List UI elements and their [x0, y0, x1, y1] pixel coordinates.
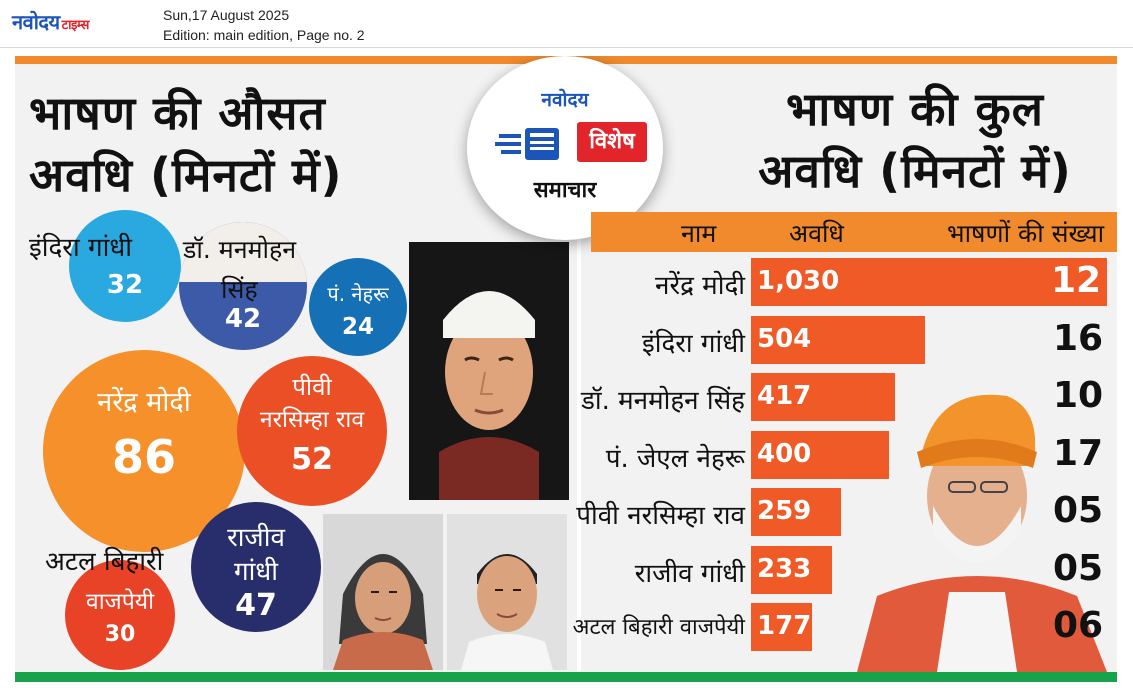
bubble-label-atal-line1: अटल बिहारी	[45, 547, 164, 577]
bubble-label-manmohan-line1: डॉ. मनमोहन	[183, 235, 297, 264]
bubble-name-line1: पीवी	[292, 373, 332, 401]
row-name: पीवी नरसिम्हा राव	[576, 501, 745, 531]
duration-value: 1,030	[757, 266, 840, 296]
duration-value: 177	[757, 611, 812, 641]
duration-bar	[751, 316, 925, 364]
duration-bar	[751, 603, 812, 651]
portrait-rajiv-gandhi	[447, 514, 567, 670]
speech-count: 06	[1052, 605, 1104, 646]
badge-brand: नवोदय	[541, 89, 589, 111]
newspaper-logo[interactable]: नवोदय टाइम्स	[12, 10, 89, 34]
bubble-value: 86	[111, 430, 176, 484]
average-duration-title: भाषण की औसत अवधि (मिनटों में)	[29, 86, 343, 202]
duration-bar	[751, 373, 895, 421]
infographic: भाषण की औसत अवधि (मिनटों में) 32 इंदिरा …	[15, 56, 1117, 682]
duration-value: 417	[757, 381, 812, 411]
bubble-indira-gandhi: 32	[69, 210, 181, 322]
bubble-name: पं. नेहरू	[327, 282, 389, 306]
bubble-value: 24	[341, 314, 374, 340]
bubble-value: 47	[235, 588, 277, 623]
edition-page: Edition: main edition, Page no. 2	[163, 27, 365, 43]
bubble-label-indira-gandhi: इंदिरा गांधी	[29, 233, 133, 263]
speech-count: 17	[1052, 433, 1104, 474]
portrait-modi-art	[857, 394, 1107, 672]
portrait-nehru	[409, 242, 569, 500]
duration-bar	[751, 431, 889, 479]
bubble-value: 30	[104, 622, 136, 647]
panel-divider	[577, 64, 581, 672]
bubble-value: 32	[106, 270, 144, 300]
bubble-name-line1: राजीव	[227, 523, 285, 553]
column-name: नाम	[681, 219, 717, 248]
bubble-top-shade	[179, 222, 307, 282]
portrait-narendra-modi	[837, 356, 1117, 672]
bubble-name: नरेंद्र मोदी	[97, 387, 191, 418]
column-speech-count: भाषणों की संख्या	[947, 219, 1105, 248]
bubble-rajiv-gandhi: राजीव गांधी 47	[191, 502, 321, 632]
bubble-name-line2: वाजपेयी	[85, 589, 155, 615]
portrait-nehru-art	[409, 242, 569, 500]
total-duration-title: भाषण की कुल अवधि (मिनटों में)	[758, 82, 1072, 198]
badge-news: समाचार	[533, 178, 597, 203]
badge-special: विशेष	[577, 122, 647, 162]
duration-bar	[751, 488, 841, 536]
portrait-indira-gandhi	[323, 514, 443, 670]
special-news-badge: नवोदय विशेष समाचार	[467, 56, 663, 240]
table-header: नाम अवधि भाषणों की संख्या	[591, 212, 1117, 252]
speech-count: 05	[1052, 548, 1104, 589]
edition-info: Sun,17 August 2025 Edition: main edition…	[163, 5, 365, 45]
duration-bar	[751, 546, 832, 594]
row-name: नरेंद्र मोदी	[655, 271, 745, 301]
bubble-value: 42	[224, 304, 262, 334]
duration-value: 259	[757, 496, 812, 526]
speech-count: 12	[1050, 260, 1102, 301]
bubble-label-manmohan-line2: सिंह	[221, 275, 258, 304]
bubble-manmohan-singh: 42	[179, 222, 307, 350]
newspaper-speed-icon	[495, 128, 559, 160]
duration-bar	[751, 258, 1107, 306]
column-duration: अवधि	[789, 219, 844, 248]
green-stripe	[15, 672, 1117, 682]
bubble-name-line2: नरसिम्हा राव	[259, 407, 365, 433]
portrait-indira-art	[323, 514, 443, 670]
page-header: नवोदय टाइम्स Sun,17 August 2025 Edition: …	[0, 0, 1133, 48]
bubble-pv-narasimha-rao: पीवी नरसिम्हा राव 52	[237, 356, 387, 506]
speech-count: 10	[1052, 375, 1104, 416]
speech-count: 05	[1052, 490, 1104, 531]
row-name: इंदिरा गांधी	[641, 329, 745, 359]
bubble-nehru: पं. नेहरू 24	[309, 258, 407, 356]
duration-value: 400	[757, 439, 812, 469]
row-name: अटल बिहारी वाजपेयी	[572, 615, 745, 640]
duration-value: 233	[757, 554, 812, 584]
row-name: पं. जेएल नेहरू	[605, 444, 745, 474]
bubble-atal-bihari-vajpayee: वाजपेयी 30	[65, 560, 175, 670]
speech-count: 16	[1052, 318, 1104, 359]
row-name: राजीव गांधी	[634, 559, 745, 589]
publication-date: Sun,17 August 2025	[163, 7, 290, 23]
duration-value: 504	[757, 324, 812, 354]
bubble-name-line2: गांधी	[233, 557, 279, 587]
row-name: डॉ. मनमोहन सिंह	[580, 386, 745, 416]
portrait-rajiv-art	[447, 514, 567, 670]
bubble-value: 52	[291, 442, 333, 477]
